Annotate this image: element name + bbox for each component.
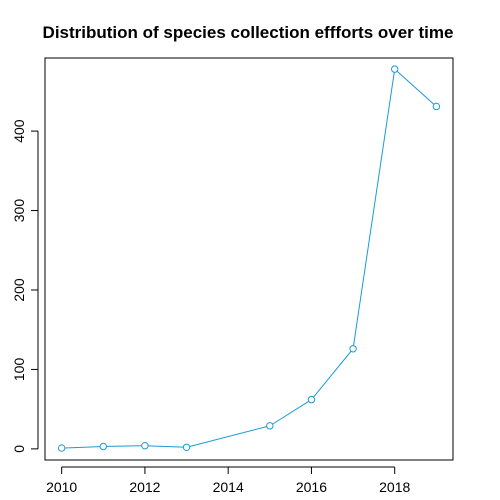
y-tick-label: 400 [11, 119, 27, 143]
data-point [141, 441, 149, 450]
data-point [57, 444, 66, 452]
series-line-segment [313, 350, 352, 398]
series-line-segment [272, 400, 310, 425]
y-tick-label: 200 [11, 278, 27, 302]
data-point [432, 102, 441, 111]
plot-frame [44, 57, 454, 461]
x-tick-label: 2010 [46, 479, 77, 495]
series-line-segment [64, 446, 101, 449]
series-line-segment [148, 445, 184, 448]
y-axis: 0 100 200 300 400 [11, 119, 39, 453]
series-line-segment [353, 72, 395, 346]
x-tick-label: 2016 [296, 479, 327, 495]
series-layer [57, 65, 441, 452]
x-tick-label: 2012 [129, 479, 160, 495]
x-tick-label: 2014 [213, 479, 244, 495]
data-point [182, 443, 191, 451]
y-tick-label: 300 [11, 199, 27, 223]
x-axis: 2010 2012 2014 2016 2018 [46, 466, 410, 495]
y-tick-label: 100 [11, 358, 27, 382]
data-point [391, 65, 399, 73]
data-point [349, 345, 357, 353]
series-line-segment [396, 70, 435, 105]
chart-title: Distribution of species collection efffo… [43, 23, 454, 42]
data-point [99, 442, 107, 451]
data-point [307, 395, 316, 404]
series-line-segment [189, 426, 267, 447]
y-tick-label: 0 [11, 445, 27, 453]
data-point [266, 422, 274, 430]
series-line-segment [106, 445, 142, 447]
x-tick-label: 2018 [379, 479, 410, 495]
